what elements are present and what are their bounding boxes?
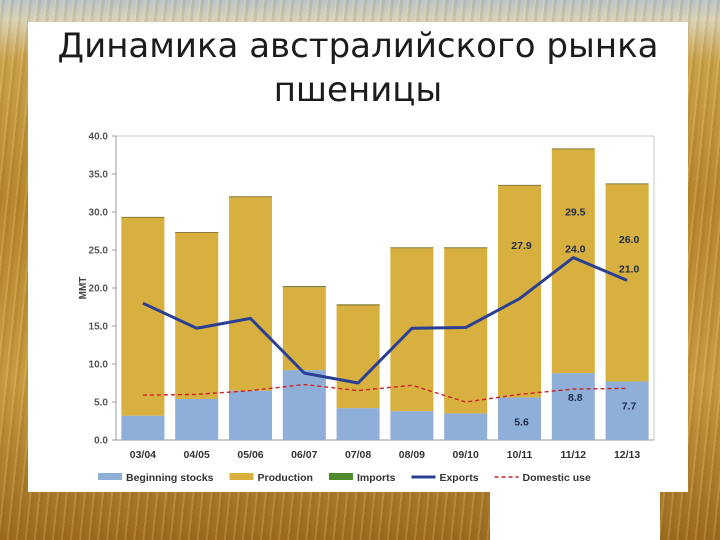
x-tick-label: 12/13 [614, 449, 640, 461]
y-tick-label: 20.0 [89, 284, 109, 295]
bar-beginning-stocks [551, 373, 595, 440]
y-tick-label: 5.0 [94, 398, 108, 409]
bar-beginning-stocks [175, 398, 219, 440]
page-title: Динамика австралийского рынка пшеницы [28, 24, 688, 112]
y-tick-label: 40.0 [89, 132, 109, 143]
data-label: 27.9 [511, 240, 532, 252]
legend-label-production: Production [258, 472, 313, 484]
x-tick-label: 04/05 [184, 449, 210, 461]
x-tick-label: 06/07 [291, 449, 317, 461]
bar-production [336, 305, 380, 409]
bar-production [175, 232, 219, 399]
bar-production [282, 287, 326, 371]
y-tick-label: 35.0 [89, 170, 109, 181]
title-line-2: пшеницы [273, 70, 443, 110]
title-line-1: Динамика австралийского рынка [57, 26, 659, 66]
bar-production [551, 148, 595, 374]
bar-beginning-stocks [497, 397, 542, 440]
bar-beginning-stocks [390, 411, 434, 440]
data-label: 21.0 [619, 263, 640, 275]
legend-swatch-production [229, 473, 254, 480]
bar-beginning-stocks [605, 381, 649, 440]
data-label: 7.7 [622, 400, 637, 412]
bar-beginning-stocks [336, 408, 380, 440]
y-tick-label: 15.0 [89, 322, 109, 333]
line-exports [142, 256, 628, 385]
data-label: 29.5 [565, 207, 586, 219]
bar-beginning-stocks [121, 415, 165, 440]
bar-production [605, 183, 649, 382]
bar-production [444, 247, 488, 414]
bar-production [228, 196, 273, 391]
y-tick-label: 0.0 [94, 436, 108, 447]
legend-label-beginning-stocks: Beginning stocks [126, 472, 214, 484]
data-label: 5.6 [514, 416, 529, 428]
y-axis-label: MMT [78, 277, 89, 300]
data-label: 24.0 [565, 244, 586, 256]
y-tick-label: 25.0 [89, 246, 109, 257]
data-label: 8.8 [568, 392, 583, 404]
legend-swatch-imports [328, 473, 353, 480]
y-tick-label: 30.0 [89, 208, 109, 219]
legend-label-domestic-use: Domestic use [523, 472, 591, 484]
slide-footer-tab [490, 488, 660, 540]
legend-label-exports: Exports [439, 472, 478, 484]
x-tick-label: 08/09 [399, 449, 425, 461]
x-tick-label: 09/10 [453, 449, 479, 461]
legend-swatch-beginning-stocks [98, 473, 122, 480]
x-tick-label: 03/04 [130, 449, 156, 461]
data-label: 26.0 [619, 234, 640, 246]
legend-label-imports: Imports [357, 472, 396, 484]
bar-beginning-stocks [444, 413, 488, 440]
x-tick-label: 10/11 [507, 449, 533, 461]
line-domestic-use [142, 383, 628, 403]
bar-production [497, 185, 542, 398]
x-tick-label: 07/08 [345, 449, 371, 461]
bar-production [121, 217, 165, 416]
y-tick-label: 10.0 [89, 360, 109, 371]
bar-beginning-stocks [228, 390, 273, 440]
x-tick-label: 11/12 [560, 449, 586, 461]
bar-beginning-stocks [282, 370, 326, 440]
x-tick-label: 05/06 [237, 449, 263, 461]
